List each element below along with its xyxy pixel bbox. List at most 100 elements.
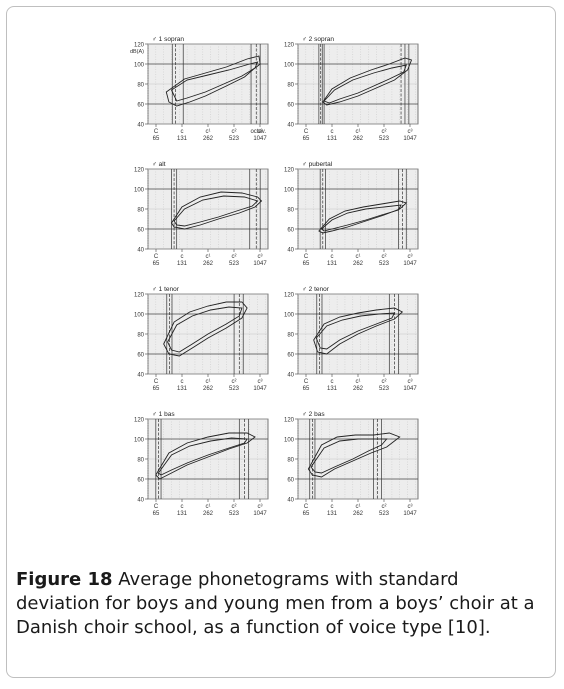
outer-contour: [307, 432, 401, 478]
x-tick-hz: 65: [153, 386, 160, 392]
x-tick-note: c¹: [356, 504, 361, 510]
x-tick-hz: 65: [153, 511, 160, 517]
outer-contour: [170, 191, 263, 230]
x-tick-note: c¹: [206, 379, 211, 385]
x-tick-note: C: [304, 504, 309, 510]
x-tick-note: c³: [408, 379, 413, 385]
panel-title: ♂ 2 bas: [302, 411, 325, 418]
y-tick-label: 60: [287, 478, 294, 484]
x-tick-hz: 1047: [253, 136, 267, 142]
x-tick-hz: 523: [229, 261, 240, 267]
y-tick-label: 120: [284, 293, 295, 299]
panel-title: ♂ 2 tenor: [302, 286, 330, 293]
y-tick-label: 40: [137, 498, 144, 504]
x-tick-hz: 262: [203, 386, 214, 392]
x-tick-hz: 65: [303, 136, 310, 142]
y-tick-label: 120: [284, 168, 295, 174]
x-tick-note: c¹: [206, 254, 211, 260]
y-tick-label: 60: [137, 478, 144, 484]
y-tick-label: 100: [134, 188, 145, 194]
x-tick-hz: 523: [379, 261, 390, 267]
x-tick-hz: 1047: [403, 136, 417, 142]
inner-contour: [323, 64, 408, 104]
y-tick-label: 60: [137, 103, 144, 109]
y-tick-label: 100: [284, 438, 295, 444]
x-tick-hz: 131: [327, 136, 338, 142]
y-tick-label: 60: [287, 353, 294, 359]
y-tick-label: 120: [134, 168, 145, 174]
x-tick-hz: 65: [303, 261, 310, 267]
x-tick-hz: 131: [327, 261, 338, 267]
x-tick-hz: 523: [379, 386, 390, 392]
figure-caption: Figure 18 Average phonetograms with stan…: [16, 568, 541, 640]
y-tick-label: 40: [287, 248, 294, 254]
y-tick-label: 120: [284, 43, 295, 49]
x-tick-note: c: [181, 129, 184, 135]
outer-contour: [318, 200, 408, 234]
y-tick-label: 40: [287, 123, 294, 129]
y-tick-label: 120: [134, 418, 145, 424]
y-tick-label: 80: [287, 458, 294, 464]
x-tick-hz: 131: [177, 511, 188, 517]
x-tick-note: c³: [258, 254, 263, 260]
caption-label: Figure 18: [16, 569, 113, 590]
inner-contour: [157, 437, 248, 476]
panel-title: ♂ 1 bas: [152, 411, 175, 418]
x-tick-hz: 523: [379, 511, 390, 517]
y-tick-label: 120: [134, 43, 145, 49]
panel-title: ♂ 2 sopran: [302, 36, 334, 43]
x-tick-note: c: [181, 379, 184, 385]
x-tick-note: c²: [382, 379, 387, 385]
x-tick-note: c³: [408, 504, 413, 510]
outer-contour: [313, 307, 404, 355]
y-tick-label: 80: [137, 83, 144, 89]
x-tick-note: c²: [232, 254, 237, 260]
x-tick-note: c¹: [206, 129, 211, 135]
y-tick-label: 80: [287, 83, 294, 89]
x-tick-note: c²: [382, 254, 387, 260]
y-tick-label: 60: [287, 103, 294, 109]
panel-title: ♂ 1 tenor: [152, 286, 180, 293]
x-tick-note: c: [331, 129, 334, 135]
y-tick-label: 60: [287, 228, 294, 234]
x-tick-hz: 523: [379, 136, 390, 142]
x-tick-hz: 131: [177, 136, 188, 142]
x-tick-hz: 131: [327, 386, 338, 392]
x-tick-note: c²: [382, 504, 387, 510]
x-tick-hz: 262: [203, 261, 214, 267]
x-tick-note: c³: [258, 504, 263, 510]
x-tick-note: c: [331, 254, 334, 260]
y-tick-label: 80: [137, 333, 144, 339]
x-tick-note: C: [154, 504, 159, 510]
outer-contour: [155, 432, 256, 480]
x-tick-hz: 1047: [253, 261, 267, 267]
x-tick-note: c²: [232, 129, 237, 135]
y-tick-label: 60: [137, 228, 144, 234]
x-tick-note: c¹: [206, 504, 211, 510]
x-tick-hz: 523: [229, 386, 240, 392]
x-tick-hz: 262: [353, 261, 364, 267]
x-tick-hz: 1047: [253, 511, 267, 517]
y-tick-label: 100: [284, 188, 295, 194]
x-tick-hz: 262: [353, 386, 364, 392]
y-tick-label: 120: [134, 293, 145, 299]
x-tick-hz: 65: [153, 136, 160, 142]
x-tick-note: c²: [382, 129, 387, 135]
x-tick-note: C: [304, 379, 309, 385]
x-tick-hz: 131: [177, 261, 188, 267]
x-tick-hz: 262: [203, 511, 214, 517]
y-tick-label: 40: [137, 373, 144, 379]
x-tick-note: c²: [232, 504, 237, 510]
y-tick-label: 100: [134, 63, 145, 69]
x-tick-hz: 262: [203, 136, 214, 142]
x-axis-suffix: octav.: [250, 129, 266, 135]
x-tick-note: C: [154, 379, 159, 385]
x-tick-hz: 1047: [403, 261, 417, 267]
x-tick-hz: 65: [153, 261, 160, 267]
inner-contour: [310, 438, 388, 474]
